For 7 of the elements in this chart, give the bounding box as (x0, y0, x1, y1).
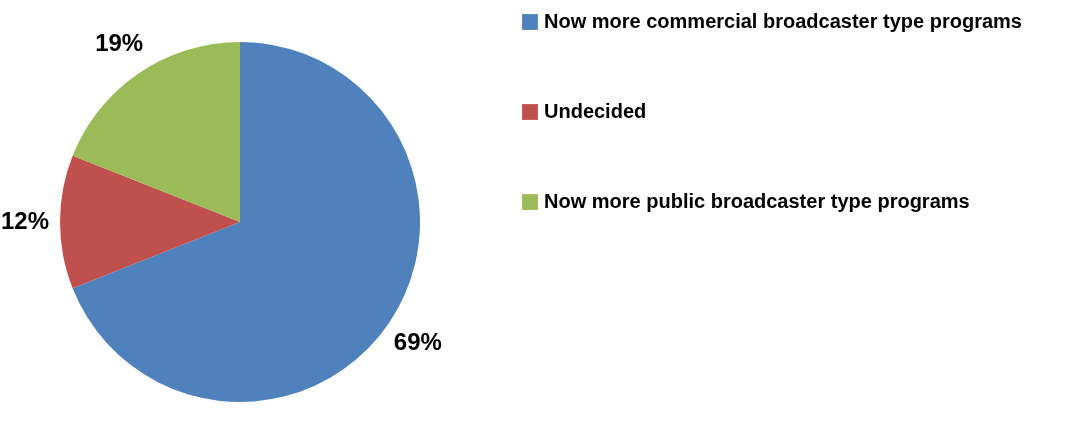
data-label: 12% (0, 207, 50, 234)
data-label: 19% (95, 29, 144, 57)
data-label: 69% (393, 327, 442, 355)
legend-label: Now more commercial broadcaster type programs (544, 10, 1022, 32)
pie-slice (60, 155, 240, 289)
legend-label: Now more public broadcaster type programs (544, 190, 970, 212)
legend-label: Undecided (544, 100, 647, 122)
